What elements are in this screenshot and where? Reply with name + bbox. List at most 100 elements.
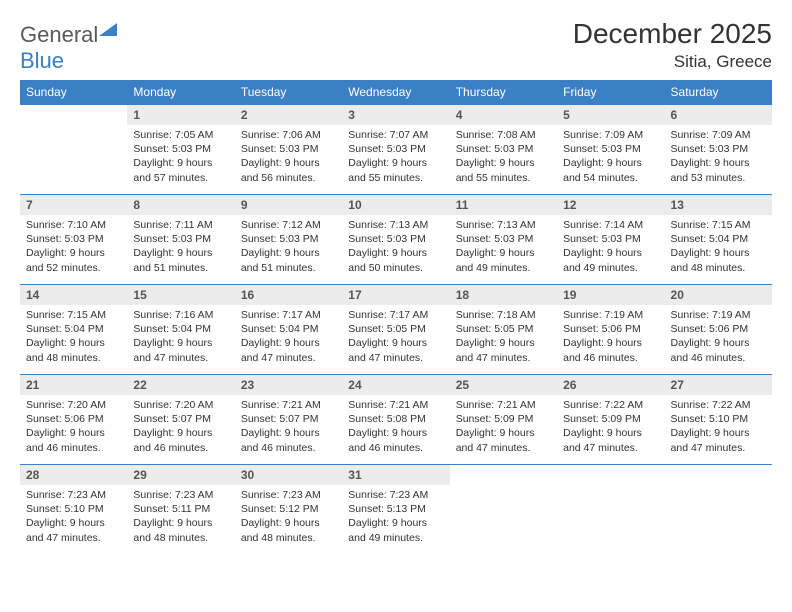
- day-number: 14: [20, 285, 127, 305]
- day-content: Sunrise: 7:22 AMSunset: 5:10 PMDaylight:…: [665, 395, 772, 461]
- day-number: 16: [235, 285, 342, 305]
- day-number: 23: [235, 375, 342, 395]
- day-content: Sunrise: 7:13 AMSunset: 5:03 PMDaylight:…: [342, 215, 449, 281]
- title-block: December 2025 Sitia, Greece: [573, 18, 772, 72]
- day-cell: 3Sunrise: 7:07 AMSunset: 5:03 PMDaylight…: [342, 105, 449, 195]
- day-cell: 7Sunrise: 7:10 AMSunset: 5:03 PMDaylight…: [20, 195, 127, 285]
- triangle-icon: [99, 23, 117, 36]
- day-number: 18: [450, 285, 557, 305]
- day-cell: 17Sunrise: 7:17 AMSunset: 5:05 PMDayligh…: [342, 285, 449, 375]
- day-content: Sunrise: 7:09 AMSunset: 5:03 PMDaylight:…: [665, 125, 772, 191]
- day-content: Sunrise: 7:12 AMSunset: 5:03 PMDaylight:…: [235, 215, 342, 281]
- day-number: 4: [450, 105, 557, 125]
- day-number: 20: [665, 285, 772, 305]
- day-cell: 11Sunrise: 7:13 AMSunset: 5:03 PMDayligh…: [450, 195, 557, 285]
- day-number: 31: [342, 465, 449, 485]
- weekday-header: Monday: [127, 80, 234, 105]
- day-content: Sunrise: 7:18 AMSunset: 5:05 PMDaylight:…: [450, 305, 557, 371]
- day-content: Sunrise: 7:17 AMSunset: 5:04 PMDaylight:…: [235, 305, 342, 371]
- empty-cell: [450, 465, 557, 555]
- day-cell: 13Sunrise: 7:15 AMSunset: 5:04 PMDayligh…: [665, 195, 772, 285]
- day-cell: 26Sunrise: 7:22 AMSunset: 5:09 PMDayligh…: [557, 375, 664, 465]
- day-cell: 4Sunrise: 7:08 AMSunset: 5:03 PMDaylight…: [450, 105, 557, 195]
- day-cell: 15Sunrise: 7:16 AMSunset: 5:04 PMDayligh…: [127, 285, 234, 375]
- day-cell: 2Sunrise: 7:06 AMSunset: 5:03 PMDaylight…: [235, 105, 342, 195]
- calendar-row: 21Sunrise: 7:20 AMSunset: 5:06 PMDayligh…: [20, 375, 772, 465]
- logo-text: General Blue: [20, 22, 117, 74]
- weekday-header: Sunday: [20, 80, 127, 105]
- day-cell: 14Sunrise: 7:15 AMSunset: 5:04 PMDayligh…: [20, 285, 127, 375]
- weekday-row: SundayMondayTuesdayWednesdayThursdayFrid…: [20, 80, 772, 105]
- day-cell: 28Sunrise: 7:23 AMSunset: 5:10 PMDayligh…: [20, 465, 127, 555]
- day-number: 26: [557, 375, 664, 395]
- day-cell: 18Sunrise: 7:18 AMSunset: 5:05 PMDayligh…: [450, 285, 557, 375]
- day-number: 11: [450, 195, 557, 215]
- day-content: Sunrise: 7:20 AMSunset: 5:06 PMDaylight:…: [20, 395, 127, 461]
- day-content: Sunrise: 7:23 AMSunset: 5:13 PMDaylight:…: [342, 485, 449, 551]
- day-cell: 31Sunrise: 7:23 AMSunset: 5:13 PMDayligh…: [342, 465, 449, 555]
- weekday-header: Friday: [557, 80, 664, 105]
- day-cell: 24Sunrise: 7:21 AMSunset: 5:08 PMDayligh…: [342, 375, 449, 465]
- calendar-head: SundayMondayTuesdayWednesdayThursdayFrid…: [20, 80, 772, 105]
- day-cell: 10Sunrise: 7:13 AMSunset: 5:03 PMDayligh…: [342, 195, 449, 285]
- day-cell: 27Sunrise: 7:22 AMSunset: 5:10 PMDayligh…: [665, 375, 772, 465]
- day-number: 30: [235, 465, 342, 485]
- day-content: Sunrise: 7:11 AMSunset: 5:03 PMDaylight:…: [127, 215, 234, 281]
- day-number: 5: [557, 105, 664, 125]
- day-content: Sunrise: 7:23 AMSunset: 5:11 PMDaylight:…: [127, 485, 234, 551]
- day-number: 7: [20, 195, 127, 215]
- calendar-table: SundayMondayTuesdayWednesdayThursdayFrid…: [20, 80, 772, 555]
- day-number: 2: [235, 105, 342, 125]
- day-cell: 30Sunrise: 7:23 AMSunset: 5:12 PMDayligh…: [235, 465, 342, 555]
- day-content: Sunrise: 7:21 AMSunset: 5:08 PMDaylight:…: [342, 395, 449, 461]
- day-content: Sunrise: 7:09 AMSunset: 5:03 PMDaylight:…: [557, 125, 664, 191]
- day-number: 17: [342, 285, 449, 305]
- calendar-body: 1Sunrise: 7:05 AMSunset: 5:03 PMDaylight…: [20, 105, 772, 555]
- weekday-header: Tuesday: [235, 80, 342, 105]
- day-number: 8: [127, 195, 234, 215]
- day-number: 28: [20, 465, 127, 485]
- calendar-row: 7Sunrise: 7:10 AMSunset: 5:03 PMDaylight…: [20, 195, 772, 285]
- day-cell: 1Sunrise: 7:05 AMSunset: 5:03 PMDaylight…: [127, 105, 234, 195]
- day-number: 27: [665, 375, 772, 395]
- day-cell: 12Sunrise: 7:14 AMSunset: 5:03 PMDayligh…: [557, 195, 664, 285]
- day-cell: 16Sunrise: 7:17 AMSunset: 5:04 PMDayligh…: [235, 285, 342, 375]
- day-cell: 22Sunrise: 7:20 AMSunset: 5:07 PMDayligh…: [127, 375, 234, 465]
- day-content: Sunrise: 7:19 AMSunset: 5:06 PMDaylight:…: [665, 305, 772, 371]
- weekday-header: Wednesday: [342, 80, 449, 105]
- month-title: December 2025: [573, 18, 772, 50]
- day-number: 6: [665, 105, 772, 125]
- day-cell: 9Sunrise: 7:12 AMSunset: 5:03 PMDaylight…: [235, 195, 342, 285]
- page-header: General Blue December 2025 Sitia, Greece: [20, 18, 772, 74]
- day-number: 12: [557, 195, 664, 215]
- day-number: 10: [342, 195, 449, 215]
- day-content: Sunrise: 7:14 AMSunset: 5:03 PMDaylight:…: [557, 215, 664, 281]
- day-cell: 8Sunrise: 7:11 AMSunset: 5:03 PMDaylight…: [127, 195, 234, 285]
- calendar-row: 14Sunrise: 7:15 AMSunset: 5:04 PMDayligh…: [20, 285, 772, 375]
- weekday-header: Thursday: [450, 80, 557, 105]
- day-content: Sunrise: 7:16 AMSunset: 5:04 PMDaylight:…: [127, 305, 234, 371]
- calendar-row: 28Sunrise: 7:23 AMSunset: 5:10 PMDayligh…: [20, 465, 772, 555]
- logo: General Blue: [20, 22, 117, 74]
- calendar-row: 1Sunrise: 7:05 AMSunset: 5:03 PMDaylight…: [20, 105, 772, 195]
- day-cell: 6Sunrise: 7:09 AMSunset: 5:03 PMDaylight…: [665, 105, 772, 195]
- day-cell: 5Sunrise: 7:09 AMSunset: 5:03 PMDaylight…: [557, 105, 664, 195]
- day-content: Sunrise: 7:21 AMSunset: 5:09 PMDaylight:…: [450, 395, 557, 461]
- day-cell: 23Sunrise: 7:21 AMSunset: 5:07 PMDayligh…: [235, 375, 342, 465]
- day-content: Sunrise: 7:23 AMSunset: 5:10 PMDaylight:…: [20, 485, 127, 551]
- day-content: Sunrise: 7:07 AMSunset: 5:03 PMDaylight:…: [342, 125, 449, 191]
- empty-cell: [665, 465, 772, 555]
- day-number: 1: [127, 105, 234, 125]
- day-content: Sunrise: 7:23 AMSunset: 5:12 PMDaylight:…: [235, 485, 342, 551]
- day-cell: 25Sunrise: 7:21 AMSunset: 5:09 PMDayligh…: [450, 375, 557, 465]
- day-content: Sunrise: 7:22 AMSunset: 5:09 PMDaylight:…: [557, 395, 664, 461]
- location: Sitia, Greece: [573, 52, 772, 72]
- empty-cell: [557, 465, 664, 555]
- day-cell: 29Sunrise: 7:23 AMSunset: 5:11 PMDayligh…: [127, 465, 234, 555]
- day-number: 9: [235, 195, 342, 215]
- day-content: Sunrise: 7:21 AMSunset: 5:07 PMDaylight:…: [235, 395, 342, 461]
- logo-part1: General: [20, 22, 98, 47]
- day-cell: 20Sunrise: 7:19 AMSunset: 5:06 PMDayligh…: [665, 285, 772, 375]
- day-content: Sunrise: 7:08 AMSunset: 5:03 PMDaylight:…: [450, 125, 557, 191]
- day-number: 21: [20, 375, 127, 395]
